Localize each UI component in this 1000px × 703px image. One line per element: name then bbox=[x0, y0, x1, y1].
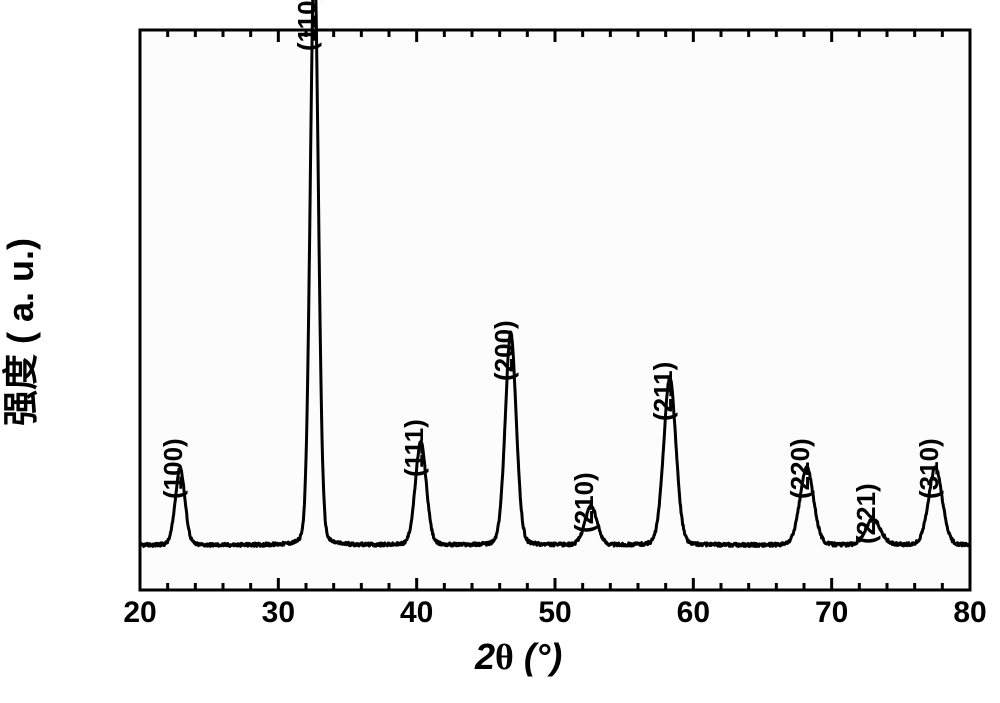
x-tick-20: 20 bbox=[110, 596, 170, 630]
peak-label-111: (111) bbox=[399, 419, 430, 477]
peak-label-210: (210) bbox=[569, 472, 600, 533]
x-tick-60: 60 bbox=[663, 596, 723, 630]
x-tick-80: 80 bbox=[940, 596, 1000, 630]
peak-label-110: (110) bbox=[292, 0, 323, 51]
x-tick-70: 70 bbox=[802, 596, 862, 630]
x-axis-label: 2θ (°) bbox=[475, 636, 562, 678]
x-label-deg: (°) bbox=[514, 636, 562, 677]
x-tick-50: 50 bbox=[525, 596, 585, 630]
peak-label-221: (221) bbox=[851, 483, 882, 544]
peak-label-310: (310) bbox=[914, 438, 945, 499]
x-tick-30: 30 bbox=[248, 596, 308, 630]
xrd-figure: 强度 ( a. u.) 2θ (°) 20 30 40 50 60 70 80 (100) (… bbox=[0, 0, 1000, 703]
x-tick-40: 40 bbox=[387, 596, 447, 630]
peak-label-100: (100) bbox=[158, 438, 189, 499]
peak-label-211: (211) bbox=[648, 361, 679, 420]
y-axis-label: 强度 ( a. u.) bbox=[0, 182, 44, 482]
peak-label-220: (220) bbox=[785, 438, 816, 499]
x-label-theta: θ bbox=[495, 637, 514, 677]
x-label-2: 2 bbox=[475, 636, 495, 677]
peak-label-200: (200) bbox=[489, 321, 520, 382]
